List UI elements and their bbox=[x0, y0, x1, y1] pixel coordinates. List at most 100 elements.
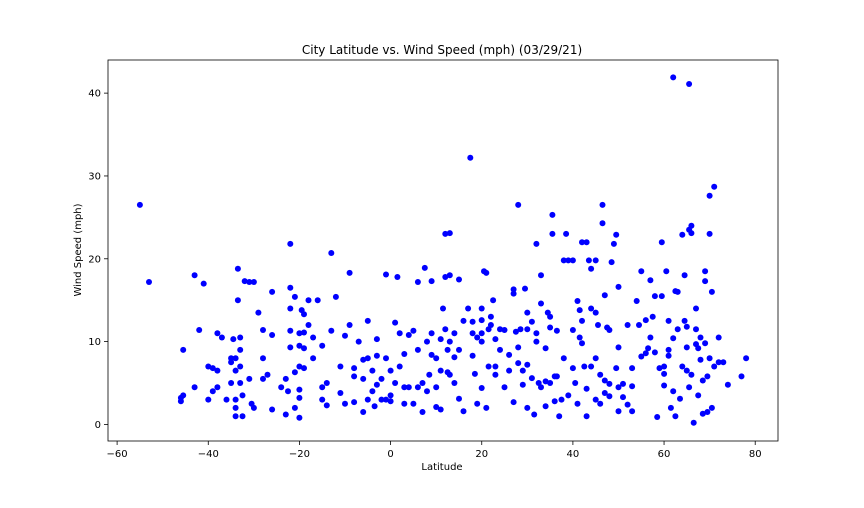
data-point bbox=[690, 419, 697, 426]
data-point bbox=[693, 305, 699, 312]
data-point bbox=[278, 384, 285, 391]
data-point bbox=[613, 365, 620, 372]
data-point bbox=[531, 411, 538, 418]
data-point bbox=[670, 335, 677, 342]
data-point bbox=[433, 384, 440, 391]
data-point bbox=[196, 327, 203, 333]
data-point bbox=[446, 338, 453, 345]
data-point bbox=[230, 336, 237, 343]
data-point bbox=[588, 363, 595, 370]
data-point bbox=[394, 274, 401, 280]
data-point bbox=[615, 408, 622, 415]
data-point bbox=[547, 313, 554, 320]
data-point bbox=[483, 404, 490, 411]
data-point bbox=[191, 272, 198, 279]
data-point bbox=[601, 377, 608, 384]
data-point bbox=[485, 363, 492, 370]
data-point bbox=[515, 360, 522, 367]
x-axis-ticks: −60 −40 −20 0 20 40 60 80 bbox=[107, 441, 762, 460]
data-point bbox=[437, 406, 444, 413]
data-point bbox=[483, 269, 490, 276]
data-point bbox=[310, 355, 317, 362]
data-point bbox=[651, 349, 658, 356]
data-point bbox=[704, 409, 711, 415]
data-point bbox=[287, 327, 294, 334]
data-point bbox=[533, 240, 540, 247]
data-point bbox=[246, 375, 253, 382]
data-point bbox=[301, 365, 307, 372]
data-point bbox=[401, 400, 408, 407]
data-point bbox=[542, 403, 549, 410]
data-point bbox=[549, 211, 556, 218]
data-point bbox=[360, 356, 367, 363]
data-point bbox=[581, 363, 588, 370]
data-point bbox=[528, 375, 535, 382]
x-tick-label: 20 bbox=[475, 449, 488, 460]
data-point bbox=[378, 375, 385, 382]
data-point bbox=[424, 388, 430, 395]
data-point bbox=[305, 322, 312, 328]
plot-frame bbox=[107, 59, 779, 442]
data-point bbox=[560, 257, 567, 264]
data-point bbox=[702, 268, 709, 275]
data-point bbox=[228, 380, 235, 386]
data-point bbox=[414, 279, 421, 285]
data-point bbox=[205, 363, 212, 370]
data-point bbox=[446, 230, 453, 237]
data-point bbox=[683, 323, 690, 330]
data-point bbox=[597, 371, 604, 378]
data-point bbox=[629, 365, 636, 372]
data-point bbox=[364, 317, 371, 324]
data-point bbox=[469, 330, 476, 337]
data-point bbox=[239, 392, 246, 399]
data-point bbox=[583, 385, 590, 392]
data-point bbox=[697, 356, 704, 363]
data-point bbox=[547, 380, 554, 386]
data-point bbox=[478, 385, 485, 391]
data-point bbox=[665, 317, 672, 324]
data-point bbox=[296, 330, 303, 337]
data-point bbox=[638, 353, 645, 360]
data-point bbox=[351, 373, 358, 380]
data-point bbox=[180, 346, 187, 353]
data-point bbox=[533, 338, 540, 345]
data-point bbox=[360, 409, 367, 415]
data-point bbox=[414, 346, 421, 353]
data-point bbox=[674, 326, 681, 333]
data-point bbox=[624, 401, 631, 408]
data-point bbox=[615, 384, 622, 391]
data-point bbox=[677, 395, 683, 402]
data-point bbox=[610, 240, 617, 247]
data-point bbox=[200, 280, 207, 287]
data-point bbox=[310, 334, 317, 341]
data-point bbox=[695, 345, 702, 352]
data-point bbox=[239, 413, 246, 420]
data-point bbox=[553, 327, 560, 334]
data-point bbox=[588, 305, 595, 312]
y-tick-label: 30 bbox=[88, 171, 101, 182]
data-point bbox=[670, 388, 677, 395]
data-point bbox=[260, 355, 266, 362]
data-point bbox=[319, 384, 326, 391]
data-point bbox=[615, 283, 622, 290]
data-point bbox=[180, 392, 187, 399]
data-point bbox=[442, 274, 449, 280]
x-tick-label: −20 bbox=[289, 449, 310, 460]
data-point bbox=[599, 220, 606, 227]
data-point bbox=[451, 380, 458, 386]
data-point bbox=[497, 326, 503, 333]
data-point bbox=[524, 326, 531, 333]
data-point bbox=[572, 380, 579, 386]
data-point bbox=[679, 363, 686, 370]
data-point bbox=[595, 322, 601, 328]
data-point bbox=[606, 327, 613, 333]
data-point bbox=[433, 404, 440, 410]
data-point bbox=[378, 396, 385, 403]
data-point bbox=[383, 396, 389, 403]
data-point bbox=[645, 345, 652, 352]
data-point bbox=[647, 277, 654, 284]
data-point bbox=[387, 367, 394, 374]
data-point bbox=[237, 380, 244, 386]
data-point bbox=[633, 298, 640, 304]
